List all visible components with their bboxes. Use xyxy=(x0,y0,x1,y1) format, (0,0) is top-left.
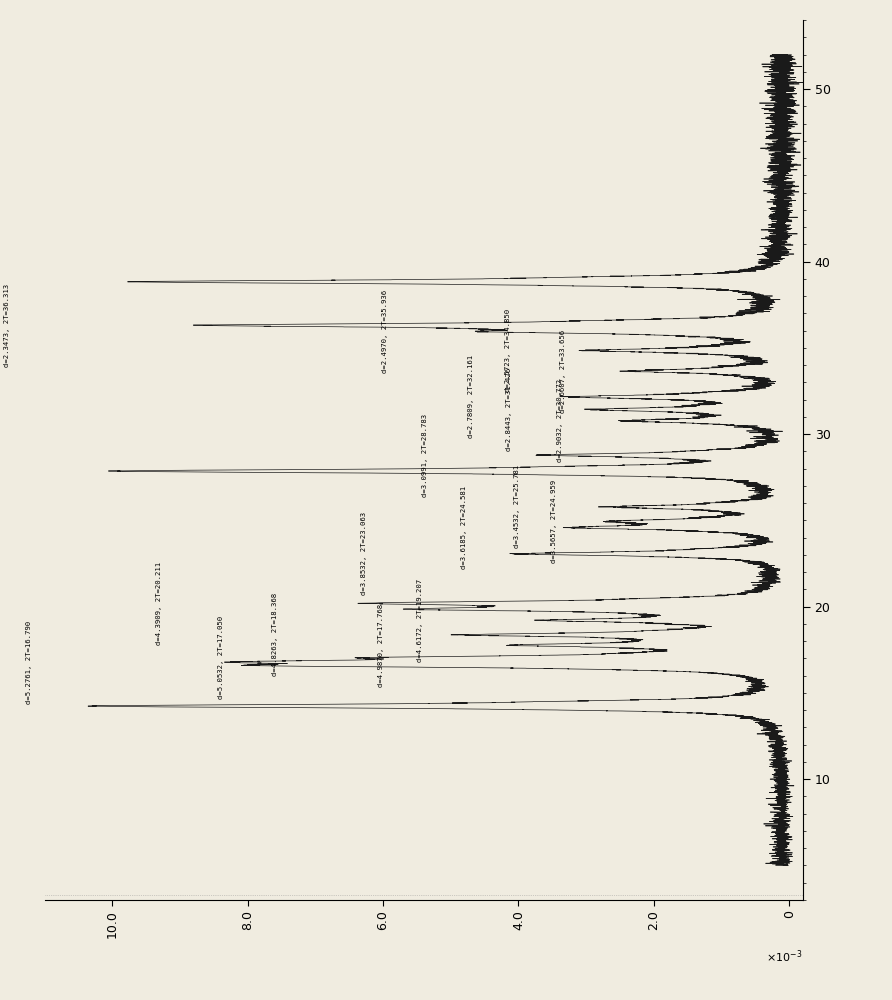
Text: d=2.9032, 2T=30.772: d=2.9032, 2T=30.772 xyxy=(557,379,563,462)
Text: d=4.8263, 2T=18.368: d=4.8263, 2T=18.368 xyxy=(272,593,278,676)
Text: d=3.5657, 2T=24.959: d=3.5657, 2T=24.959 xyxy=(551,480,558,563)
Text: $\times$10$^{-3}$: $\times$10$^{-3}$ xyxy=(766,948,803,965)
Text: d=2.8443, 2T=31.426: d=2.8443, 2T=31.426 xyxy=(506,368,512,451)
Text: d=3.8532, 2T=23.063: d=3.8532, 2T=23.063 xyxy=(360,512,367,595)
Text: d=3.6185, 2T=24.581: d=3.6185, 2T=24.581 xyxy=(461,486,467,569)
Text: d=4.9870, 2T=17.768: d=4.9870, 2T=17.768 xyxy=(378,604,384,687)
Text: d=5.0532, 2T=17.050: d=5.0532, 2T=17.050 xyxy=(218,616,224,699)
Text: d=2.5723, 2T=34.850: d=2.5723, 2T=34.850 xyxy=(505,309,511,392)
Text: d=3.0991, 2T=28.783: d=3.0991, 2T=28.783 xyxy=(422,414,428,497)
Text: d=5.3418, 2T=16.582: d=5.3418, 2T=16.582 xyxy=(0,624,1,707)
Text: d=5.2761, 2T=16.790: d=5.2761, 2T=16.790 xyxy=(27,620,32,704)
Text: d=4.6172, 2T=19.207: d=4.6172, 2T=19.207 xyxy=(417,579,423,662)
Text: d=2.7809, 2T=32.161: d=2.7809, 2T=32.161 xyxy=(468,355,475,438)
Text: d=2.4970, 2T=35.936: d=2.4970, 2T=35.936 xyxy=(382,290,388,373)
Text: d=4.3909, 2T=20.211: d=4.3909, 2T=20.211 xyxy=(156,561,162,645)
Text: d=2.3473, 2T=36.313: d=2.3473, 2T=36.313 xyxy=(4,284,11,367)
Text: d=3.4532, 2T=25.781: d=3.4532, 2T=25.781 xyxy=(514,465,520,548)
Text: d=2.6607, 2T=33.656: d=2.6607, 2T=33.656 xyxy=(559,329,566,413)
